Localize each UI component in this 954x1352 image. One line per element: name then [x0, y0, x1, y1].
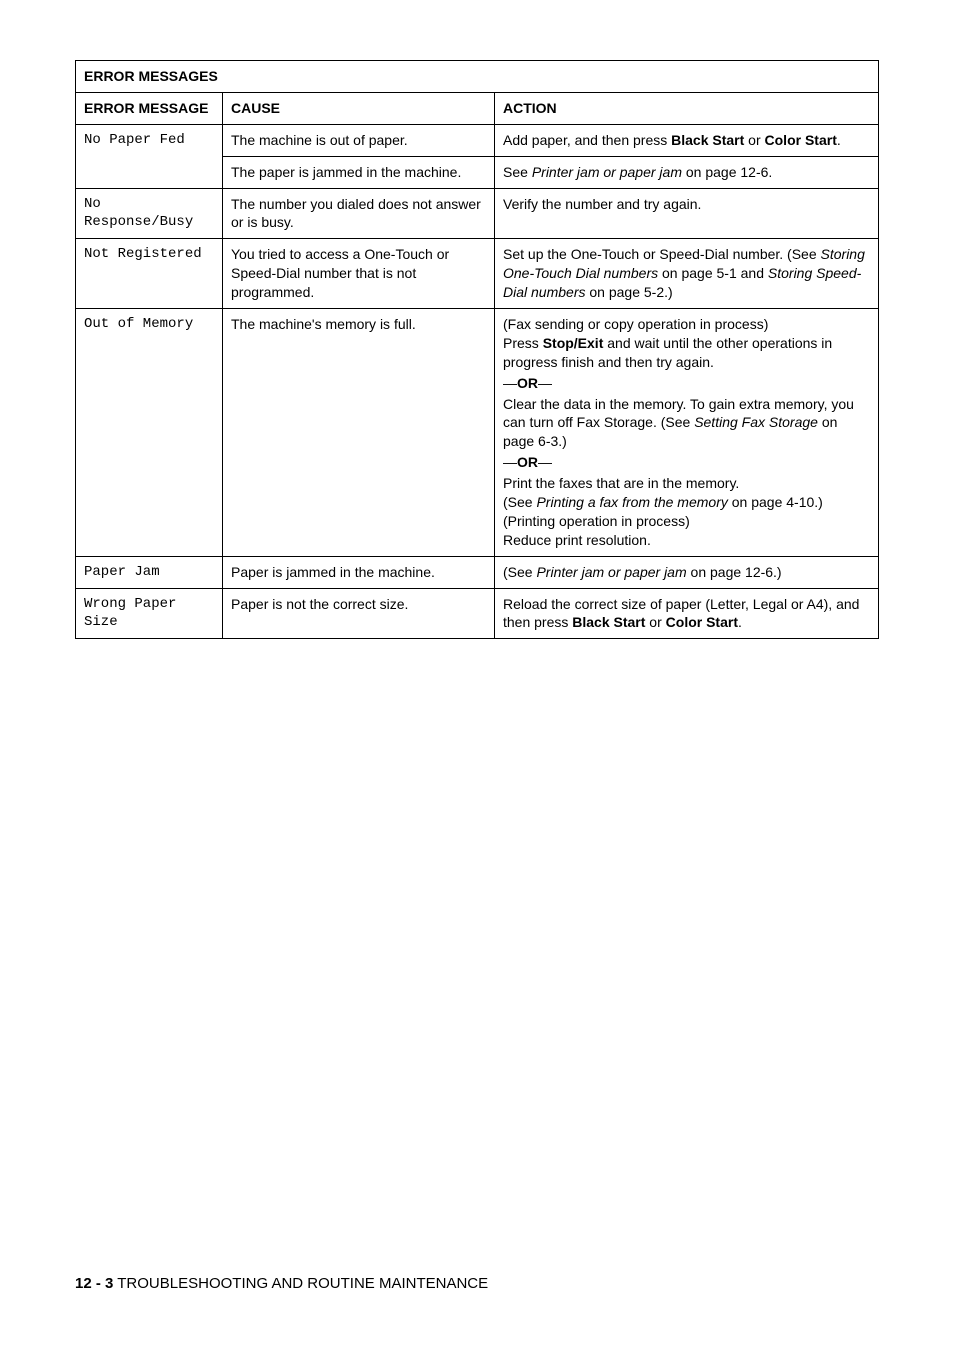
msg-no-paper-fed: No Paper Fed — [76, 124, 223, 188]
table-row: Not Registered You tried to access a One… — [76, 239, 879, 309]
action-cell: Verify the number and try again. — [495, 188, 879, 239]
col-header-action: ACTION — [495, 92, 879, 124]
table-row: No Response/Busy The number you dialed d… — [76, 188, 879, 239]
action-line: (See Printing a fax from the memory on p… — [503, 493, 870, 512]
msg-no-response: No Response/Busy — [76, 188, 223, 239]
error-messages-table: ERROR MESSAGES ERROR MESSAGE CAUSE ACTIO… — [75, 60, 879, 639]
action-cell: Reload the correct size of paper (Letter… — [495, 588, 879, 639]
col-header-message: ERROR MESSAGE — [76, 92, 223, 124]
page-footer: 12 - 3 TROUBLESHOOTING AND ROUTINE MAINT… — [75, 1275, 488, 1292]
cause-cell: You tried to access a One-Touch or Speed… — [223, 239, 495, 309]
table-row: Paper Jam Paper is jammed in the machine… — [76, 556, 879, 588]
cause-cell: The machine's memory is full. — [223, 309, 495, 557]
action-cell: (See Printer jam or paper jam on page 12… — [495, 556, 879, 588]
or-separator: —OR— — [503, 374, 870, 393]
action-cell: See Printer jam or paper jam on page 12-… — [495, 156, 879, 188]
table-row: No Paper Fed The machine is out of paper… — [76, 124, 879, 156]
footer-title: TROUBLESHOOTING AND ROUTINE MAINTENANCE — [117, 1275, 488, 1292]
table-row: Wrong Paper Size Paper is not the correc… — [76, 588, 879, 639]
cause-cell: The machine is out of paper. — [223, 124, 495, 156]
table-row: Out of Memory The machine's memory is fu… — [76, 309, 879, 557]
action-cell: Set up the One-Touch or Speed-Dial numbe… — [495, 239, 879, 309]
cause-cell: The number you dialed does not answer or… — [223, 188, 495, 239]
table-title: ERROR MESSAGES — [76, 61, 879, 93]
cause-cell: Paper is jammed in the machine. — [223, 556, 495, 588]
action-line: Print the faxes that are in the memory. — [503, 474, 870, 493]
action-line: Clear the data in the memory. To gain ex… — [503, 395, 870, 452]
action-line: Reduce print resolution. — [503, 531, 870, 550]
col-header-cause: CAUSE — [223, 92, 495, 124]
cause-cell: Paper is not the correct size. — [223, 588, 495, 639]
msg-out-of-memory: Out of Memory — [76, 309, 223, 557]
msg-paper-jam: Paper Jam — [76, 556, 223, 588]
action-cell: (Fax sending or copy operation in proces… — [495, 309, 879, 557]
cause-cell: The paper is jammed in the machine. — [223, 156, 495, 188]
page-number: 12 - 3 — [75, 1275, 113, 1292]
msg-not-registered: Not Registered — [76, 239, 223, 309]
action-line: (Printing operation in process) — [503, 512, 870, 531]
msg-wrong-paper-size: Wrong Paper Size — [76, 588, 223, 639]
action-cell: Add paper, and then press Black Start or… — [495, 124, 879, 156]
action-line: (Fax sending or copy operation in proces… — [503, 315, 870, 334]
action-line: Press Stop/Exit and wait until the other… — [503, 334, 870, 372]
or-separator: —OR— — [503, 453, 870, 472]
